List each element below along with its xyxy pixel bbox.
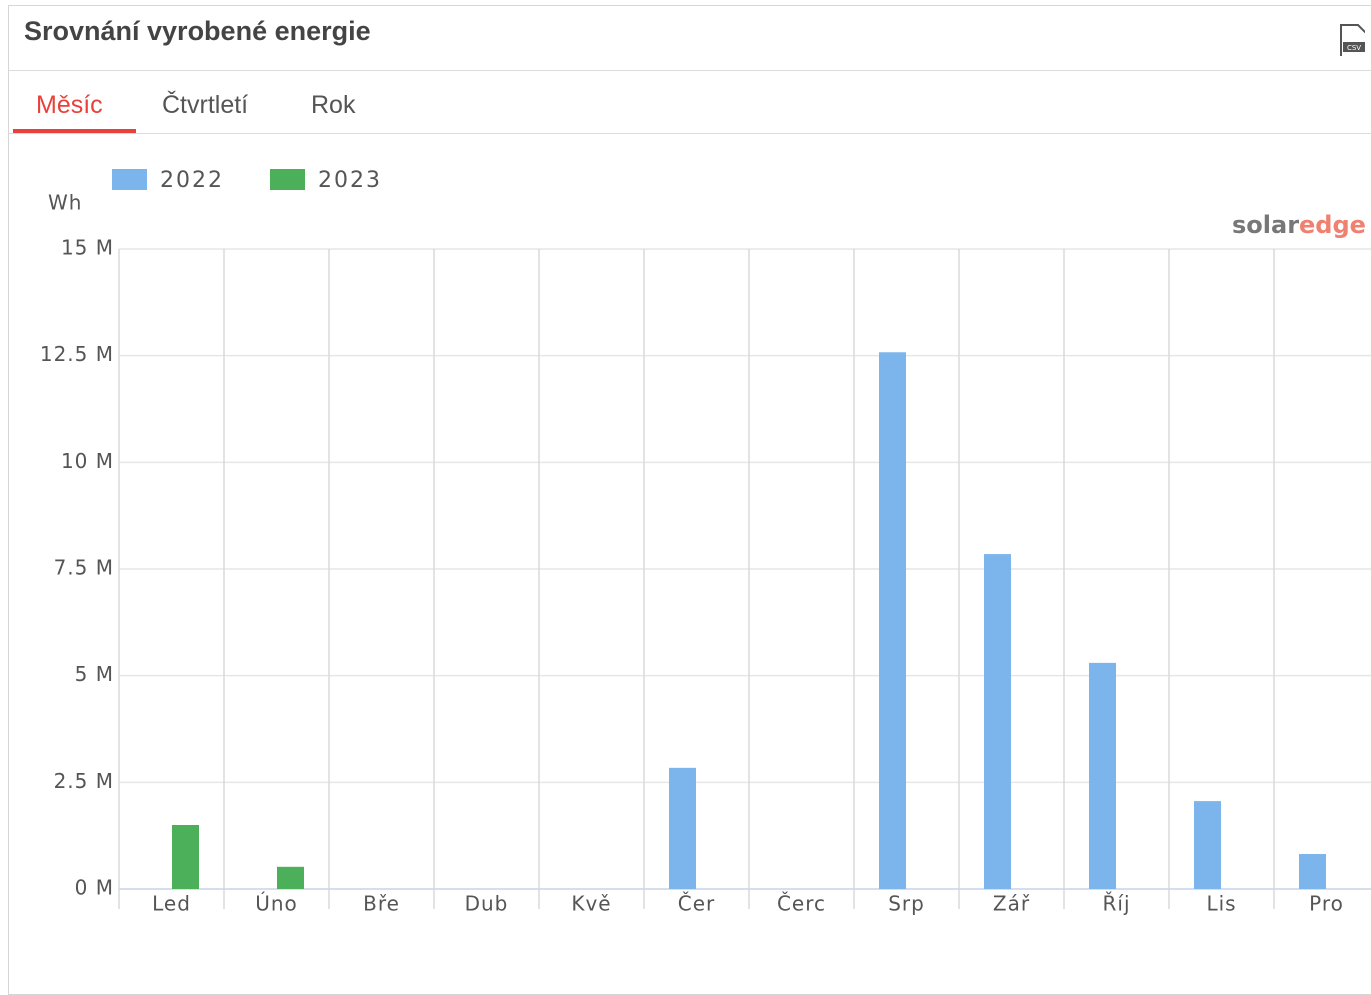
legend-swatch	[112, 169, 147, 190]
bar	[172, 825, 199, 889]
bar	[879, 352, 906, 890]
x-tick-label: Pro	[1309, 892, 1344, 916]
tab-bar: Měsíc Čtvrtletí Rok	[9, 71, 1371, 134]
logo: solaredge	[1232, 211, 1366, 239]
y-tick-label: 15 M	[61, 236, 114, 260]
legend-label: 2023	[318, 168, 382, 193]
x-tick-label: Srp	[888, 892, 925, 916]
x-tick-label: Led	[152, 892, 191, 916]
title: Srovnání vyrobené energie	[24, 16, 371, 46]
x-tick-label: Bře	[363, 892, 400, 916]
header: Srovnání vyrobené energie CSV	[9, 6, 1371, 71]
y-tick-label: 5 M	[75, 662, 114, 686]
tab-underline	[13, 129, 136, 133]
bar	[1194, 801, 1221, 889]
csv-label: CSV	[1347, 44, 1361, 52]
x-tick-label: Úno	[255, 892, 298, 916]
x-tick-label: Říj	[1102, 892, 1130, 916]
x-tick-label: Dub	[465, 892, 509, 916]
csv-export[interactable]: CSV	[1339, 24, 1365, 56]
bar	[669, 767, 696, 889]
x-tick-label: Čerc	[777, 892, 826, 916]
legend-swatch	[270, 169, 305, 190]
x-tick-label: Lis	[1206, 892, 1236, 916]
bar	[277, 866, 304, 889]
bar	[1089, 662, 1116, 889]
x-tick-label: Kvě	[571, 892, 611, 916]
y-tick-label: 0 M	[75, 876, 114, 900]
y-tick-label: 12.5 M	[40, 342, 114, 366]
y-tick-label: 7.5 M	[54, 556, 114, 580]
tab[interactable]: Měsíc	[36, 91, 103, 119]
panel: Srovnání vyrobené energie CSV Měsíc Čtvr…	[8, 5, 1371, 995]
x-tick-label: Čer	[678, 892, 716, 916]
y-axis-label: Wh	[48, 191, 82, 215]
tab[interactable]: Rok	[311, 91, 356, 119]
y-tick-label: 10 M	[61, 449, 114, 473]
bar	[1299, 854, 1326, 889]
y-tick-label: 2.5 M	[54, 769, 114, 793]
bar	[984, 554, 1011, 889]
x-tick-label: Zář	[993, 892, 1030, 916]
legend-label: 2022	[160, 168, 224, 193]
tab[interactable]: Čtvrtletí	[162, 91, 249, 119]
